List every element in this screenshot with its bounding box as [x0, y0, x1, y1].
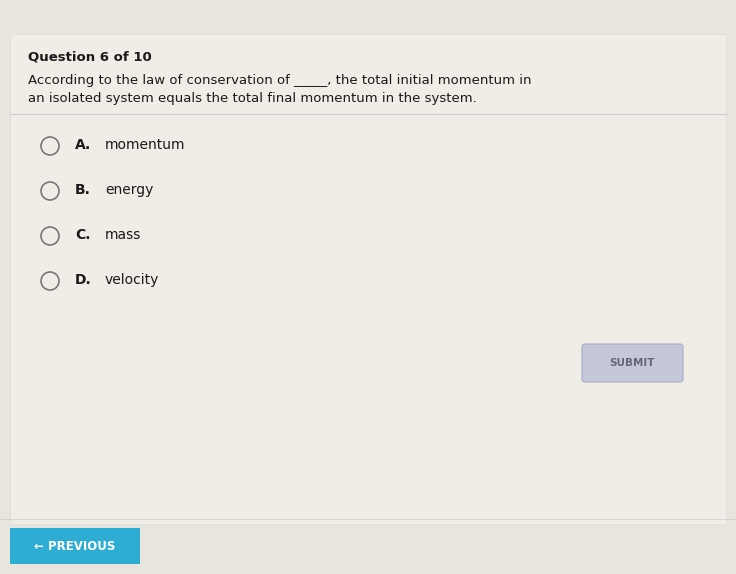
FancyBboxPatch shape — [10, 528, 140, 564]
Text: A.: A. — [75, 138, 91, 152]
Text: ← PREVIOUS: ← PREVIOUS — [35, 540, 116, 553]
Text: According to the law of conservation of _____, the total initial momentum in: According to the law of conservation of … — [28, 74, 531, 87]
Text: energy: energy — [105, 183, 153, 197]
Text: momentum: momentum — [105, 138, 185, 152]
Text: SUBMIT: SUBMIT — [609, 358, 655, 368]
FancyBboxPatch shape — [582, 344, 683, 382]
Text: mass: mass — [105, 228, 141, 242]
Text: D.: D. — [75, 273, 92, 287]
Text: Question 6 of 10: Question 6 of 10 — [28, 50, 152, 63]
Text: an isolated system equals the total final momentum in the system.: an isolated system equals the total fina… — [28, 92, 477, 105]
Text: velocity: velocity — [105, 273, 160, 287]
Text: B.: B. — [75, 183, 91, 197]
Text: C.: C. — [75, 228, 91, 242]
FancyBboxPatch shape — [10, 34, 726, 524]
